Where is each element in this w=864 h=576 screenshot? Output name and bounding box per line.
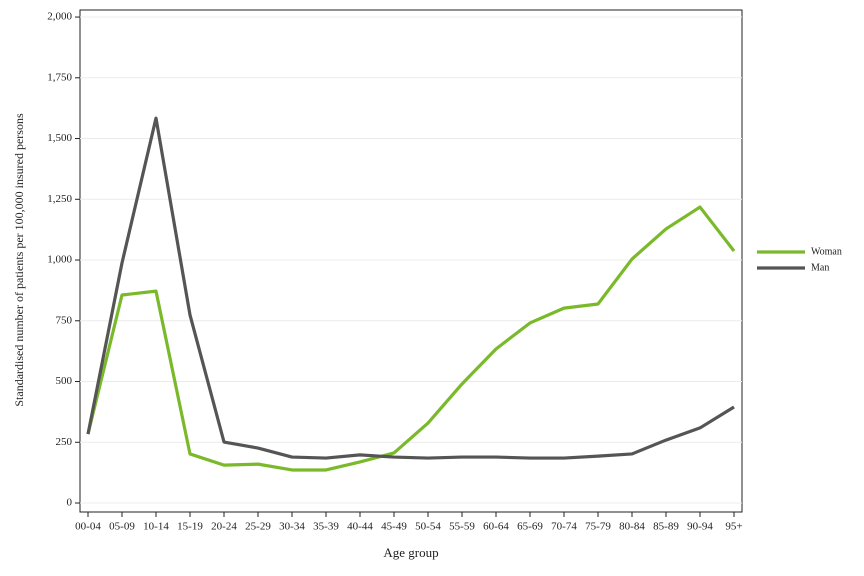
legend-label: Man bbox=[811, 262, 829, 273]
x-tick-label: 80-84 bbox=[619, 521, 645, 533]
x-tick-label: 15-19 bbox=[177, 521, 203, 533]
series-line bbox=[86, 205, 736, 472]
x-tick-label: 30-34 bbox=[279, 521, 305, 533]
y-tick-label: 1,500 bbox=[47, 132, 72, 144]
x-tick-label: 35-39 bbox=[313, 521, 339, 533]
y-tick-label: 500 bbox=[56, 375, 73, 387]
x-tick-label: 00-04 bbox=[75, 521, 101, 533]
y-tick-label: 0 bbox=[67, 497, 73, 509]
x-tick-label: 25-29 bbox=[245, 521, 271, 533]
x-tick-label: 95+ bbox=[725, 521, 742, 533]
legend-label: Woman bbox=[811, 246, 842, 257]
x-tick-label: 20-24 bbox=[211, 521, 237, 533]
x-tick-label: 05-09 bbox=[109, 521, 135, 533]
plot-frame bbox=[79, 9, 743, 513]
x-tick-label: 70-74 bbox=[551, 521, 577, 533]
y-tick-label: 750 bbox=[56, 314, 73, 326]
x-tick-label: 90-94 bbox=[687, 521, 713, 533]
y-tick-label: 250 bbox=[56, 436, 73, 448]
y-tick-label: 1,000 bbox=[47, 254, 72, 266]
x-tick-label: 60-64 bbox=[483, 521, 509, 533]
y-tick-label: 2,000 bbox=[47, 11, 72, 23]
y-tick-label: 1,250 bbox=[47, 193, 72, 205]
x-tick-label: 45-49 bbox=[381, 521, 407, 533]
x-tick-label: 85-89 bbox=[653, 521, 679, 533]
x-tick-label: 75-79 bbox=[585, 521, 611, 533]
x-tick-label: 50-54 bbox=[415, 521, 441, 533]
x-tick-label: 40-44 bbox=[347, 521, 373, 533]
x-tick-label: 10-14 bbox=[143, 521, 169, 533]
y-tick-label: 1,750 bbox=[47, 71, 72, 83]
x-tick-label: 65-69 bbox=[517, 521, 543, 533]
y-axis-title: Standardised number of patients per 100,… bbox=[12, 113, 26, 407]
series-line bbox=[86, 116, 735, 460]
x-axis-title: Age group bbox=[383, 545, 438, 560]
x-tick-label: 55-59 bbox=[449, 521, 475, 533]
